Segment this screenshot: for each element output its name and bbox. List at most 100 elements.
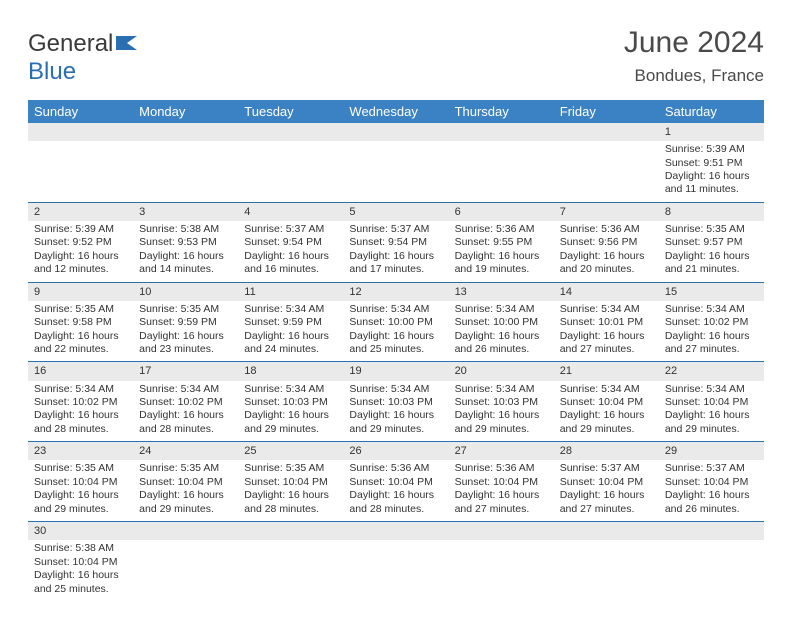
sunrise-text: Sunrise: 5:38 AM bbox=[139, 223, 232, 236]
sunset-text: Sunset: 10:02 PM bbox=[139, 396, 232, 409]
day-number-cell bbox=[343, 522, 448, 541]
daylight-text: Daylight: 16 hours and 27 minutes. bbox=[560, 330, 653, 357]
sunrise-text: Sunrise: 5:36 AM bbox=[560, 223, 653, 236]
daylight-text: Daylight: 16 hours and 28 minutes. bbox=[244, 489, 337, 516]
day-info-cell: Sunrise: 5:35 AMSunset: 9:58 PMDaylight:… bbox=[28, 301, 133, 362]
sunrise-text: Sunrise: 5:35 AM bbox=[139, 303, 232, 316]
day-number-row: 1 bbox=[28, 123, 764, 141]
day-number-cell bbox=[133, 123, 238, 141]
daylight-text: Daylight: 16 hours and 28 minutes. bbox=[349, 489, 442, 516]
sunrise-text: Sunrise: 5:34 AM bbox=[244, 383, 337, 396]
sunset-text: Sunset: 9:54 PM bbox=[244, 236, 337, 249]
daylight-text: Daylight: 16 hours and 22 minutes. bbox=[34, 330, 127, 357]
sunset-text: Sunset: 9:52 PM bbox=[34, 236, 127, 249]
daylight-text: Daylight: 16 hours and 25 minutes. bbox=[349, 330, 442, 357]
day-number-cell: 7 bbox=[554, 202, 659, 221]
day-info-cell: Sunrise: 5:34 AMSunset: 10:03 PMDaylight… bbox=[343, 381, 448, 442]
day-number-cell bbox=[133, 522, 238, 541]
sunset-text: Sunset: 9:54 PM bbox=[349, 236, 442, 249]
sunset-text: Sunset: 10:02 PM bbox=[665, 316, 758, 329]
day-number-cell: 19 bbox=[343, 362, 448, 381]
daylight-text: Daylight: 16 hours and 17 minutes. bbox=[349, 250, 442, 277]
day-info-cell: Sunrise: 5:34 AMSunset: 10:04 PMDaylight… bbox=[659, 381, 764, 442]
sunset-text: Sunset: 9:59 PM bbox=[139, 316, 232, 329]
day-info-cell: Sunrise: 5:38 AMSunset: 9:53 PMDaylight:… bbox=[133, 221, 238, 282]
day-number-cell: 27 bbox=[449, 442, 554, 461]
day-info-cell bbox=[133, 540, 238, 601]
day-info-cell: Sunrise: 5:34 AMSunset: 10:01 PMDaylight… bbox=[554, 301, 659, 362]
sunset-text: Sunset: 10:04 PM bbox=[560, 476, 653, 489]
day-number-cell bbox=[238, 522, 343, 541]
day-info-cell: Sunrise: 5:34 AMSunset: 10:03 PMDaylight… bbox=[449, 381, 554, 442]
sunrise-text: Sunrise: 5:35 AM bbox=[244, 462, 337, 475]
day-number-cell: 13 bbox=[449, 282, 554, 301]
location-text: Bondues, France bbox=[624, 66, 764, 86]
daylight-text: Daylight: 16 hours and 26 minutes. bbox=[455, 330, 548, 357]
sunrise-text: Sunrise: 5:35 AM bbox=[665, 223, 758, 236]
day-info-cell: Sunrise: 5:35 AMSunset: 9:57 PMDaylight:… bbox=[659, 221, 764, 282]
daylight-text: Daylight: 16 hours and 14 minutes. bbox=[139, 250, 232, 277]
daylight-text: Daylight: 16 hours and 12 minutes. bbox=[34, 250, 127, 277]
day-number-cell: 8 bbox=[659, 202, 764, 221]
sunset-text: Sunset: 10:04 PM bbox=[560, 396, 653, 409]
weekday-header: Tuesday bbox=[238, 100, 343, 123]
sunrise-text: Sunrise: 5:34 AM bbox=[349, 383, 442, 396]
sunset-text: Sunset: 10:04 PM bbox=[34, 556, 127, 569]
sunrise-text: Sunrise: 5:37 AM bbox=[349, 223, 442, 236]
day-number-cell bbox=[449, 123, 554, 141]
sunset-text: Sunset: 10:04 PM bbox=[349, 476, 442, 489]
day-info-cell bbox=[554, 540, 659, 601]
sunrise-text: Sunrise: 5:38 AM bbox=[34, 542, 127, 555]
day-number-cell: 3 bbox=[133, 202, 238, 221]
day-info-cell: Sunrise: 5:37 AMSunset: 9:54 PMDaylight:… bbox=[238, 221, 343, 282]
sunrise-text: Sunrise: 5:34 AM bbox=[349, 303, 442, 316]
sunset-text: Sunset: 10:04 PM bbox=[665, 476, 758, 489]
sunset-text: Sunset: 9:55 PM bbox=[455, 236, 548, 249]
sunset-text: Sunset: 10:04 PM bbox=[665, 396, 758, 409]
day-info-cell: Sunrise: 5:35 AMSunset: 10:04 PMDaylight… bbox=[238, 460, 343, 521]
daylight-text: Daylight: 16 hours and 29 minutes. bbox=[244, 409, 337, 436]
day-number-cell bbox=[554, 123, 659, 141]
day-info-cell: Sunrise: 5:37 AMSunset: 10:04 PMDaylight… bbox=[659, 460, 764, 521]
sunset-text: Sunset: 10:03 PM bbox=[244, 396, 337, 409]
sunrise-text: Sunrise: 5:37 AM bbox=[560, 462, 653, 475]
day-number-cell: 17 bbox=[133, 362, 238, 381]
sunrise-text: Sunrise: 5:35 AM bbox=[34, 462, 127, 475]
weekday-header: Thursday bbox=[449, 100, 554, 123]
sunset-text: Sunset: 9:59 PM bbox=[244, 316, 337, 329]
day-number-cell: 18 bbox=[238, 362, 343, 381]
sunset-text: Sunset: 10:04 PM bbox=[139, 476, 232, 489]
day-info-cell: Sunrise: 5:34 AMSunset: 10:03 PMDaylight… bbox=[238, 381, 343, 442]
sunrise-text: Sunrise: 5:34 AM bbox=[244, 303, 337, 316]
day-number-cell: 10 bbox=[133, 282, 238, 301]
month-title: June 2024 bbox=[624, 26, 764, 60]
daylight-text: Daylight: 16 hours and 28 minutes. bbox=[139, 409, 232, 436]
day-info-row: Sunrise: 5:38 AMSunset: 10:04 PMDaylight… bbox=[28, 540, 764, 601]
daylight-text: Daylight: 16 hours and 29 minutes. bbox=[560, 409, 653, 436]
day-number-cell: 21 bbox=[554, 362, 659, 381]
sunset-text: Sunset: 9:58 PM bbox=[34, 316, 127, 329]
day-number-cell: 11 bbox=[238, 282, 343, 301]
day-info-cell: Sunrise: 5:36 AMSunset: 10:04 PMDaylight… bbox=[343, 460, 448, 521]
sunrise-text: Sunrise: 5:37 AM bbox=[665, 462, 758, 475]
sunset-text: Sunset: 10:02 PM bbox=[34, 396, 127, 409]
sunrise-text: Sunrise: 5:36 AM bbox=[455, 223, 548, 236]
sunrise-text: Sunrise: 5:34 AM bbox=[665, 383, 758, 396]
day-info-cell bbox=[238, 141, 343, 202]
sunset-text: Sunset: 9:57 PM bbox=[665, 236, 758, 249]
day-info-cell: Sunrise: 5:34 AMSunset: 10:04 PMDaylight… bbox=[554, 381, 659, 442]
daylight-text: Daylight: 16 hours and 29 minutes. bbox=[455, 409, 548, 436]
day-number-cell: 5 bbox=[343, 202, 448, 221]
daylight-text: Daylight: 16 hours and 27 minutes. bbox=[455, 489, 548, 516]
sunset-text: Sunset: 10:00 PM bbox=[349, 316, 442, 329]
sunrise-text: Sunrise: 5:34 AM bbox=[560, 303, 653, 316]
sunrise-text: Sunrise: 5:34 AM bbox=[455, 383, 548, 396]
sunrise-text: Sunrise: 5:35 AM bbox=[34, 303, 127, 316]
weekday-header: Saturday bbox=[659, 100, 764, 123]
day-number-cell bbox=[449, 522, 554, 541]
day-number-cell: 15 bbox=[659, 282, 764, 301]
sunrise-text: Sunrise: 5:35 AM bbox=[139, 462, 232, 475]
sunset-text: Sunset: 10:04 PM bbox=[455, 476, 548, 489]
day-info-cell: Sunrise: 5:35 AMSunset: 9:59 PMDaylight:… bbox=[133, 301, 238, 362]
day-number-cell: 30 bbox=[28, 522, 133, 541]
